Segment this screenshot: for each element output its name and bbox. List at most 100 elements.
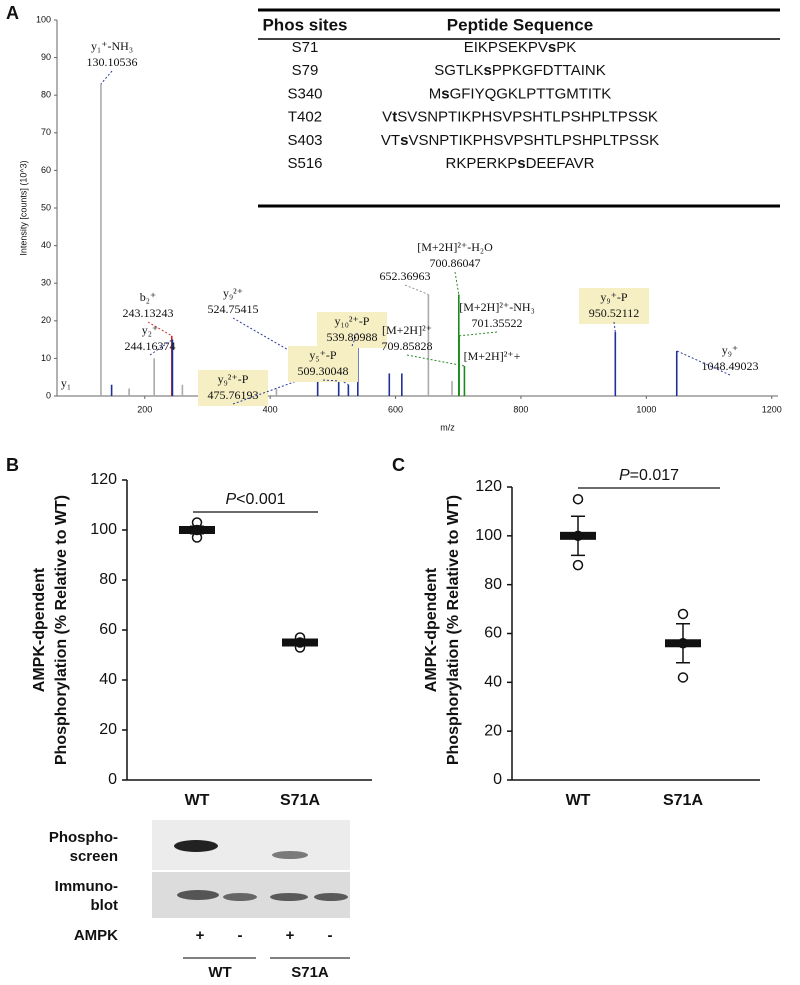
label-box xyxy=(317,312,387,348)
sign: - xyxy=(328,927,333,944)
ion-mz: 1048.49023 xyxy=(702,359,759,373)
group-label: WT xyxy=(208,964,231,981)
ion-label: [M+2H]²⁺-H₂O xyxy=(417,240,493,254)
y-tick-label: 40 xyxy=(484,674,502,691)
phos-site: S340 xyxy=(287,85,322,102)
ion-label: y₁⁺-NH₃ xyxy=(91,39,133,53)
blot-row-label: blot xyxy=(91,897,119,914)
y-tick-label: 30 xyxy=(41,278,51,288)
ion-label: y₁₀²⁺-P xyxy=(335,314,370,328)
y-tick-label: 100 xyxy=(90,521,117,538)
phos-site: S403 xyxy=(287,132,322,149)
x-tick-label: WT xyxy=(185,792,210,809)
data-point xyxy=(294,632,306,643)
ion-mz: 524.75415 xyxy=(208,302,259,316)
panel-label: C xyxy=(392,455,405,475)
y-tick-label: 0 xyxy=(493,771,502,788)
leader-line xyxy=(100,70,113,85)
p-value: P=0.017 xyxy=(619,467,679,484)
blot-row-label: screen xyxy=(70,848,118,865)
band xyxy=(270,893,308,901)
sign: + xyxy=(286,927,295,944)
leader-line xyxy=(613,321,616,333)
peptide-sequence: MsGFIYQGKLPTTGMTITK xyxy=(429,85,612,102)
sign: + xyxy=(196,927,205,944)
leader-line xyxy=(454,271,460,295)
ion-mz: 244.16374 xyxy=(125,339,176,353)
ion-label: b₂⁺ xyxy=(140,290,157,304)
x-tick-label: WT xyxy=(566,792,591,809)
x-axis-label: m/z xyxy=(440,422,455,432)
ion-mz: 950.52112 xyxy=(589,306,640,320)
data-point xyxy=(677,638,689,649)
ion-label: y₉⁺ xyxy=(722,343,739,357)
y-tick-label: 90 xyxy=(41,52,51,62)
blot-row-label: Immuno- xyxy=(55,878,118,895)
mean-bar xyxy=(179,526,215,534)
data-point xyxy=(572,530,584,542)
mean-bar xyxy=(560,531,596,540)
data-point xyxy=(294,642,306,653)
y-axis-label: AMPK-dpendent xyxy=(31,567,48,692)
y-tick-label: 80 xyxy=(484,576,502,593)
leader-line xyxy=(406,354,465,367)
ion-label: y₅⁺-P xyxy=(309,348,337,362)
data-point xyxy=(191,524,203,536)
y-tick-label: 0 xyxy=(108,771,117,788)
peptide-sequence: VtSVSNPTIKPHSVPSHTLPSHPLTPSSK xyxy=(382,109,658,126)
data-point xyxy=(191,517,203,528)
x-tick-label: 1000 xyxy=(636,404,656,414)
panel-label: A xyxy=(6,3,19,23)
peptide-sequence: EIKPSEKPVsPK xyxy=(464,39,577,56)
ion-mz: 243.13243 xyxy=(123,306,174,320)
y-tick-label: 40 xyxy=(41,240,51,250)
data-point xyxy=(572,493,584,505)
y-tick-label: 70 xyxy=(41,127,51,137)
data-point xyxy=(191,532,203,543)
leader-line xyxy=(459,331,498,337)
label-box xyxy=(198,370,268,406)
y-tick-label: 0 xyxy=(46,390,51,400)
label-box xyxy=(579,288,649,324)
ion-mz: 475.76193 xyxy=(208,388,259,402)
table-header: Phos sites xyxy=(262,15,347,34)
y-tick-label: 50 xyxy=(41,202,51,212)
y-tick-label: 20 xyxy=(41,315,51,325)
y-tick-label: 10 xyxy=(41,353,51,363)
y-tick-label: 100 xyxy=(475,527,502,544)
leader-line xyxy=(404,284,429,295)
table-header: Peptide Sequence xyxy=(447,15,593,34)
sign: - xyxy=(238,927,243,944)
group-label: S71A xyxy=(291,964,329,981)
p-symbol: P xyxy=(225,491,236,508)
data-point xyxy=(294,637,306,648)
phos-site: T402 xyxy=(288,109,322,126)
y-tick-label: 120 xyxy=(90,471,117,488)
ion-label: [M+2H]²⁺-NH₃ xyxy=(459,300,535,314)
ion-label: y₂⁺ xyxy=(142,323,159,337)
x-tick-label: 600 xyxy=(388,404,403,414)
band xyxy=(314,893,348,901)
p-symbol: P xyxy=(619,467,630,484)
leader-line xyxy=(322,379,339,382)
p-text: <0.001 xyxy=(236,491,285,508)
ion-mz: 701.35522 xyxy=(472,316,523,330)
y-tick-label: 20 xyxy=(484,722,502,739)
blot-row-label: AMPK xyxy=(74,927,118,944)
x-tick-label: 200 xyxy=(137,404,152,414)
leader-line xyxy=(232,372,318,405)
y-axis-label: Intensity [counts] (10^3) xyxy=(18,160,28,255)
ion-mz: 509.30048 xyxy=(298,364,349,378)
ion-mz: 700.86047 xyxy=(430,256,481,270)
p-text: =0.017 xyxy=(630,467,679,484)
ion-mz: 709.85828 xyxy=(382,339,433,353)
band xyxy=(177,890,219,900)
x-tick-label: 1200 xyxy=(762,404,782,414)
ion-label: y₁ xyxy=(61,376,71,390)
leader-line xyxy=(676,350,731,376)
y-tick-label: 80 xyxy=(41,90,51,100)
leader-line xyxy=(351,331,359,347)
ion-mz: 539.80988 xyxy=(327,330,378,344)
y-axis-label: Phosphorylation (% Relative to WT) xyxy=(53,495,70,765)
